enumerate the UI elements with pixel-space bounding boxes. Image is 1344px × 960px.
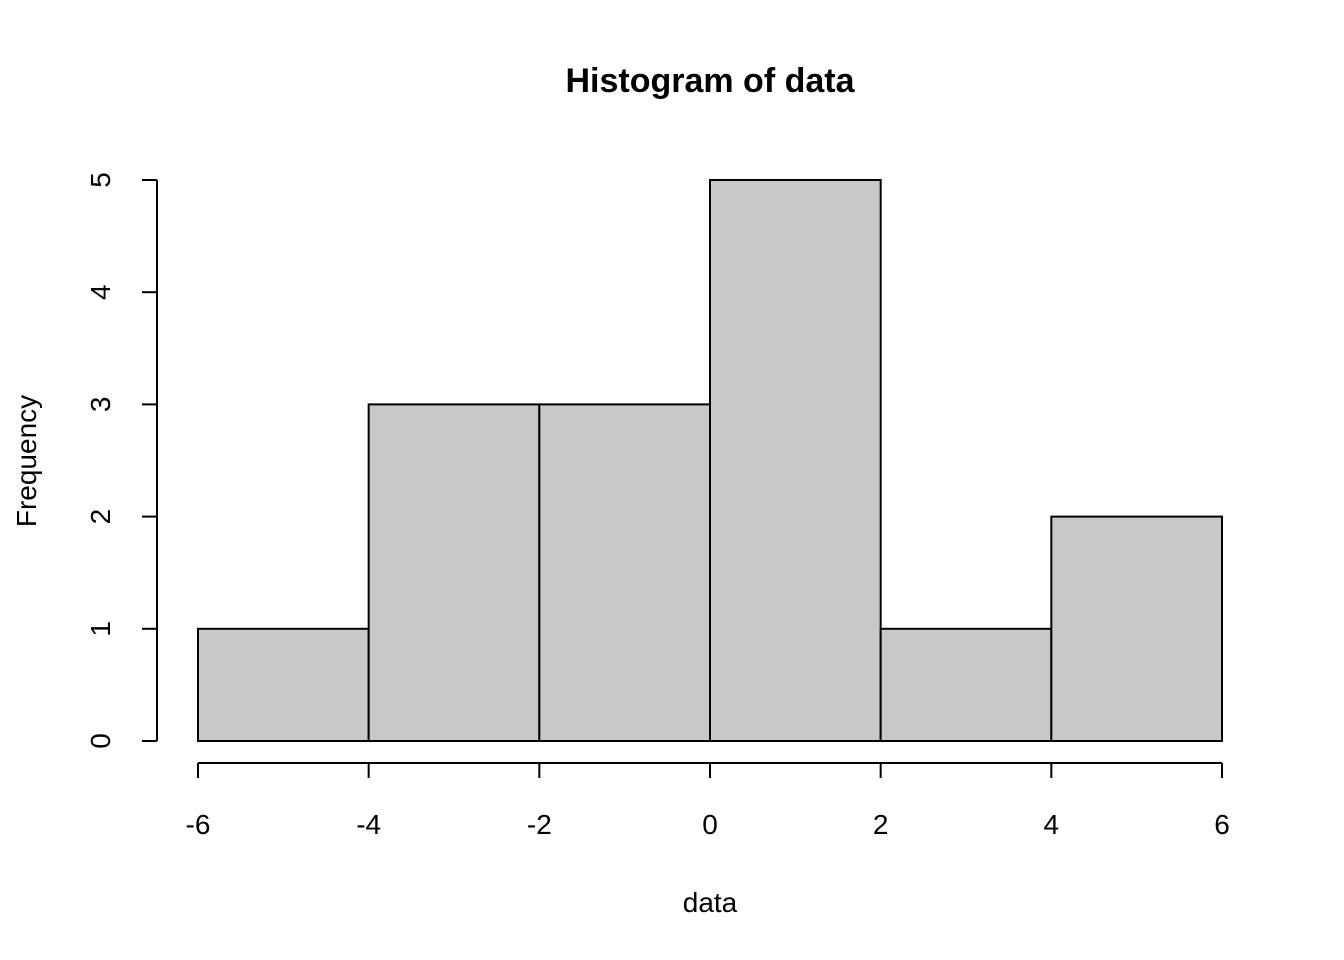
x-tick-label: -2 [527, 809, 552, 840]
x-tick-label: -4 [356, 809, 381, 840]
x-tick-label: -6 [186, 809, 211, 840]
x-axis-label: data [683, 887, 738, 918]
bar [879, 627, 1053, 742]
y-axis-label: Frequency [11, 395, 42, 527]
bar [538, 403, 711, 742]
y-tick-label: 1 [85, 621, 116, 637]
x-tick-label: 4 [1044, 809, 1060, 840]
x-tick-label: 6 [1214, 809, 1230, 840]
bar [709, 179, 882, 742]
y-tick-label: 0 [85, 733, 116, 749]
x-tick-label: 2 [873, 809, 889, 840]
bar [197, 627, 370, 742]
y-tick-label: 4 [85, 284, 116, 300]
y-tick-label: 5 [85, 172, 116, 188]
y-tick-label: 2 [85, 509, 116, 525]
bar [367, 403, 541, 742]
y-tick-label: 3 [85, 397, 116, 413]
bar [1050, 515, 1224, 742]
chart-title: Histogram of data [565, 62, 855, 100]
x-tick-label: 0 [702, 809, 718, 840]
